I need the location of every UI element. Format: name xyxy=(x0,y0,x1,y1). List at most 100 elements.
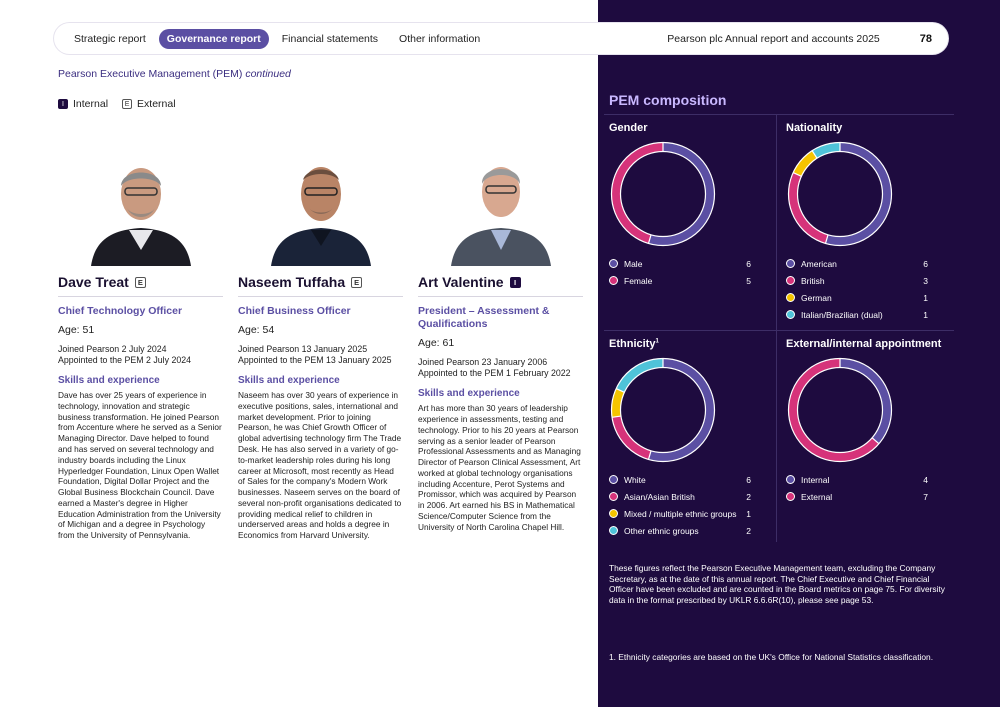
donut-slice-italian-brazilian-dual xyxy=(812,142,841,159)
legend-label: Female xyxy=(624,275,653,286)
chart-title-appointment: External/internal appointment xyxy=(786,338,942,350)
person-name-row: Naseem Tuffaha E xyxy=(238,274,403,297)
report-title: Pearson plc Annual report and accounts 2… xyxy=(667,32,880,45)
external-badge: E xyxy=(134,276,146,288)
person-role: Chief Business Officer xyxy=(238,305,351,317)
portrait-photo xyxy=(81,150,201,266)
person-joined: Joined Pearson 2 July 2024 Appointed to … xyxy=(58,344,223,366)
legend-label: Male xyxy=(624,258,643,269)
legend-item-asian-asian-british: Asian/Asian British 2 xyxy=(609,488,751,505)
divider xyxy=(604,330,954,331)
donut-slice-american xyxy=(825,142,892,246)
legend-swatch xyxy=(786,293,795,302)
section-title: Pearson Executive Management (PEM) conti… xyxy=(58,68,291,80)
section-title-continued: continued xyxy=(245,68,291,80)
person-card-naseem-tuffaha: Naseem Tuffaha E Chief Business Officer … xyxy=(238,150,403,541)
divider xyxy=(776,114,777,542)
nav-other-information[interactable]: Other information xyxy=(399,32,481,45)
nav-financial-statements[interactable]: Financial statements xyxy=(281,32,379,45)
donut-slice-female xyxy=(611,142,664,244)
internal-badge: I xyxy=(58,99,68,109)
person-card-art-valentine: Art Valentine I President – Assessment &… xyxy=(418,150,583,533)
legend-value: 3 xyxy=(923,275,928,286)
legend-item-internal: Internal 4 xyxy=(786,471,928,488)
person-role: Chief Technology Officer xyxy=(58,305,183,317)
legend-item-italian-brazilian-dual: Italian/Brazilian (dual) 1 xyxy=(786,306,928,323)
legend-swatch xyxy=(786,475,795,484)
top-navigation: Strategic report Governance report Finan… xyxy=(54,23,948,54)
internal-badge: I xyxy=(509,276,521,288)
slice-separator xyxy=(647,450,652,460)
donut-chart-appointment xyxy=(787,357,893,463)
donut-slice-white xyxy=(648,358,715,462)
person-bio: Art has more than 30 years of leadership… xyxy=(418,403,581,532)
slice-separator xyxy=(792,172,802,177)
legend-label: White xyxy=(624,474,646,485)
donut-slice-mixed-multiple-ethnic-groups xyxy=(611,388,625,418)
legend-label: German xyxy=(801,292,832,303)
legend-item-american: American 6 xyxy=(786,255,928,272)
person-name: Dave Treat xyxy=(58,274,129,290)
donut-chart-nationality xyxy=(787,141,893,247)
portrait-photo xyxy=(441,150,561,266)
legend-value: 7 xyxy=(923,491,928,502)
legend-value: 6 xyxy=(923,258,928,269)
donut-slice-other-ethnic-groups xyxy=(616,358,664,393)
person-name-row: Dave Treat E xyxy=(58,274,223,297)
donut-outline xyxy=(619,366,707,454)
legend-label: Other ethnic groups xyxy=(624,525,699,536)
joined-date: Joined Pearson 13 January 2025 xyxy=(238,344,368,355)
portrait-photo xyxy=(261,150,381,266)
donut-chart-ethnicity xyxy=(610,357,716,463)
legend-swatch xyxy=(786,259,795,268)
donut-outline xyxy=(787,141,893,247)
donut-outline xyxy=(610,357,716,463)
skills-heading: Skills and experience xyxy=(238,375,340,387)
external-label: External xyxy=(137,98,176,110)
legend-item-german: German 1 xyxy=(786,289,928,306)
external-badge: E xyxy=(351,276,363,288)
ethnicity-footnote: 1. Ethnicity categories are based on the… xyxy=(609,652,934,662)
donut-slice-internal xyxy=(839,358,892,444)
person-age: Age: 61 xyxy=(418,337,455,350)
legend-appointment: Internal 4 External 7 xyxy=(786,471,928,505)
nav-strategic-report[interactable]: Strategic report xyxy=(74,32,146,45)
legend-label: Italian/Brazilian (dual) xyxy=(801,309,883,320)
legend-label: Mixed / multiple ethnic groups xyxy=(624,508,737,519)
slice-separator xyxy=(871,437,880,445)
donut-slice-male xyxy=(648,142,715,246)
legend-item-other-ethnic-groups: Other ethnic groups 2 xyxy=(609,522,751,539)
legend-item-white: White 6 xyxy=(609,471,751,488)
nav-governance-report[interactable]: Governance report xyxy=(158,28,269,49)
legend-swatch xyxy=(786,310,795,319)
external-badge: E xyxy=(122,99,133,109)
legend-label: Internal xyxy=(801,474,830,485)
donut-slice-british xyxy=(788,172,829,244)
legend-value: 6 xyxy=(746,258,751,269)
legend-label: Asian/Asian British xyxy=(624,491,695,502)
legend-ethnicity: White 6 Asian/Asian British 2 Mixed / multip… xyxy=(609,471,751,539)
appointment-key: I Internal E External xyxy=(58,98,176,110)
donut-slice-external xyxy=(788,358,879,462)
joined-date: Joined Pearson 2 July 2024 xyxy=(58,344,167,355)
person-joined: Joined Pearson 23 January 2006 Appointed… xyxy=(418,357,583,379)
legend-item-female: Female 5 xyxy=(609,272,751,289)
appointed-date: Appointed to the PEM 1 February 2022 xyxy=(418,368,571,379)
chart-title-nationality: Nationality xyxy=(786,122,843,134)
legend-item-external: External 7 xyxy=(786,488,928,505)
legend-value: 2 xyxy=(746,525,751,536)
chart-title-gender: Gender xyxy=(609,122,648,134)
appointed-date: Appointed to the PEM 2 July 2024 xyxy=(58,355,192,366)
person-bio: Dave has over 25 years of experience in … xyxy=(58,390,222,541)
legend-swatch xyxy=(609,492,618,501)
donut-outline xyxy=(787,357,893,463)
legend-swatch xyxy=(609,526,618,535)
appointed-date: Appointed to the PEM 13 January 2025 xyxy=(238,355,392,366)
person-joined: Joined Pearson 13 January 2025 Appointed… xyxy=(238,344,403,366)
legend-label: British xyxy=(801,275,825,286)
donut-outline xyxy=(796,150,884,238)
pem-composition-title: PEM composition xyxy=(609,92,727,108)
legend-value: 1 xyxy=(923,292,928,303)
internal-label: Internal xyxy=(73,98,109,110)
divider xyxy=(604,114,954,115)
